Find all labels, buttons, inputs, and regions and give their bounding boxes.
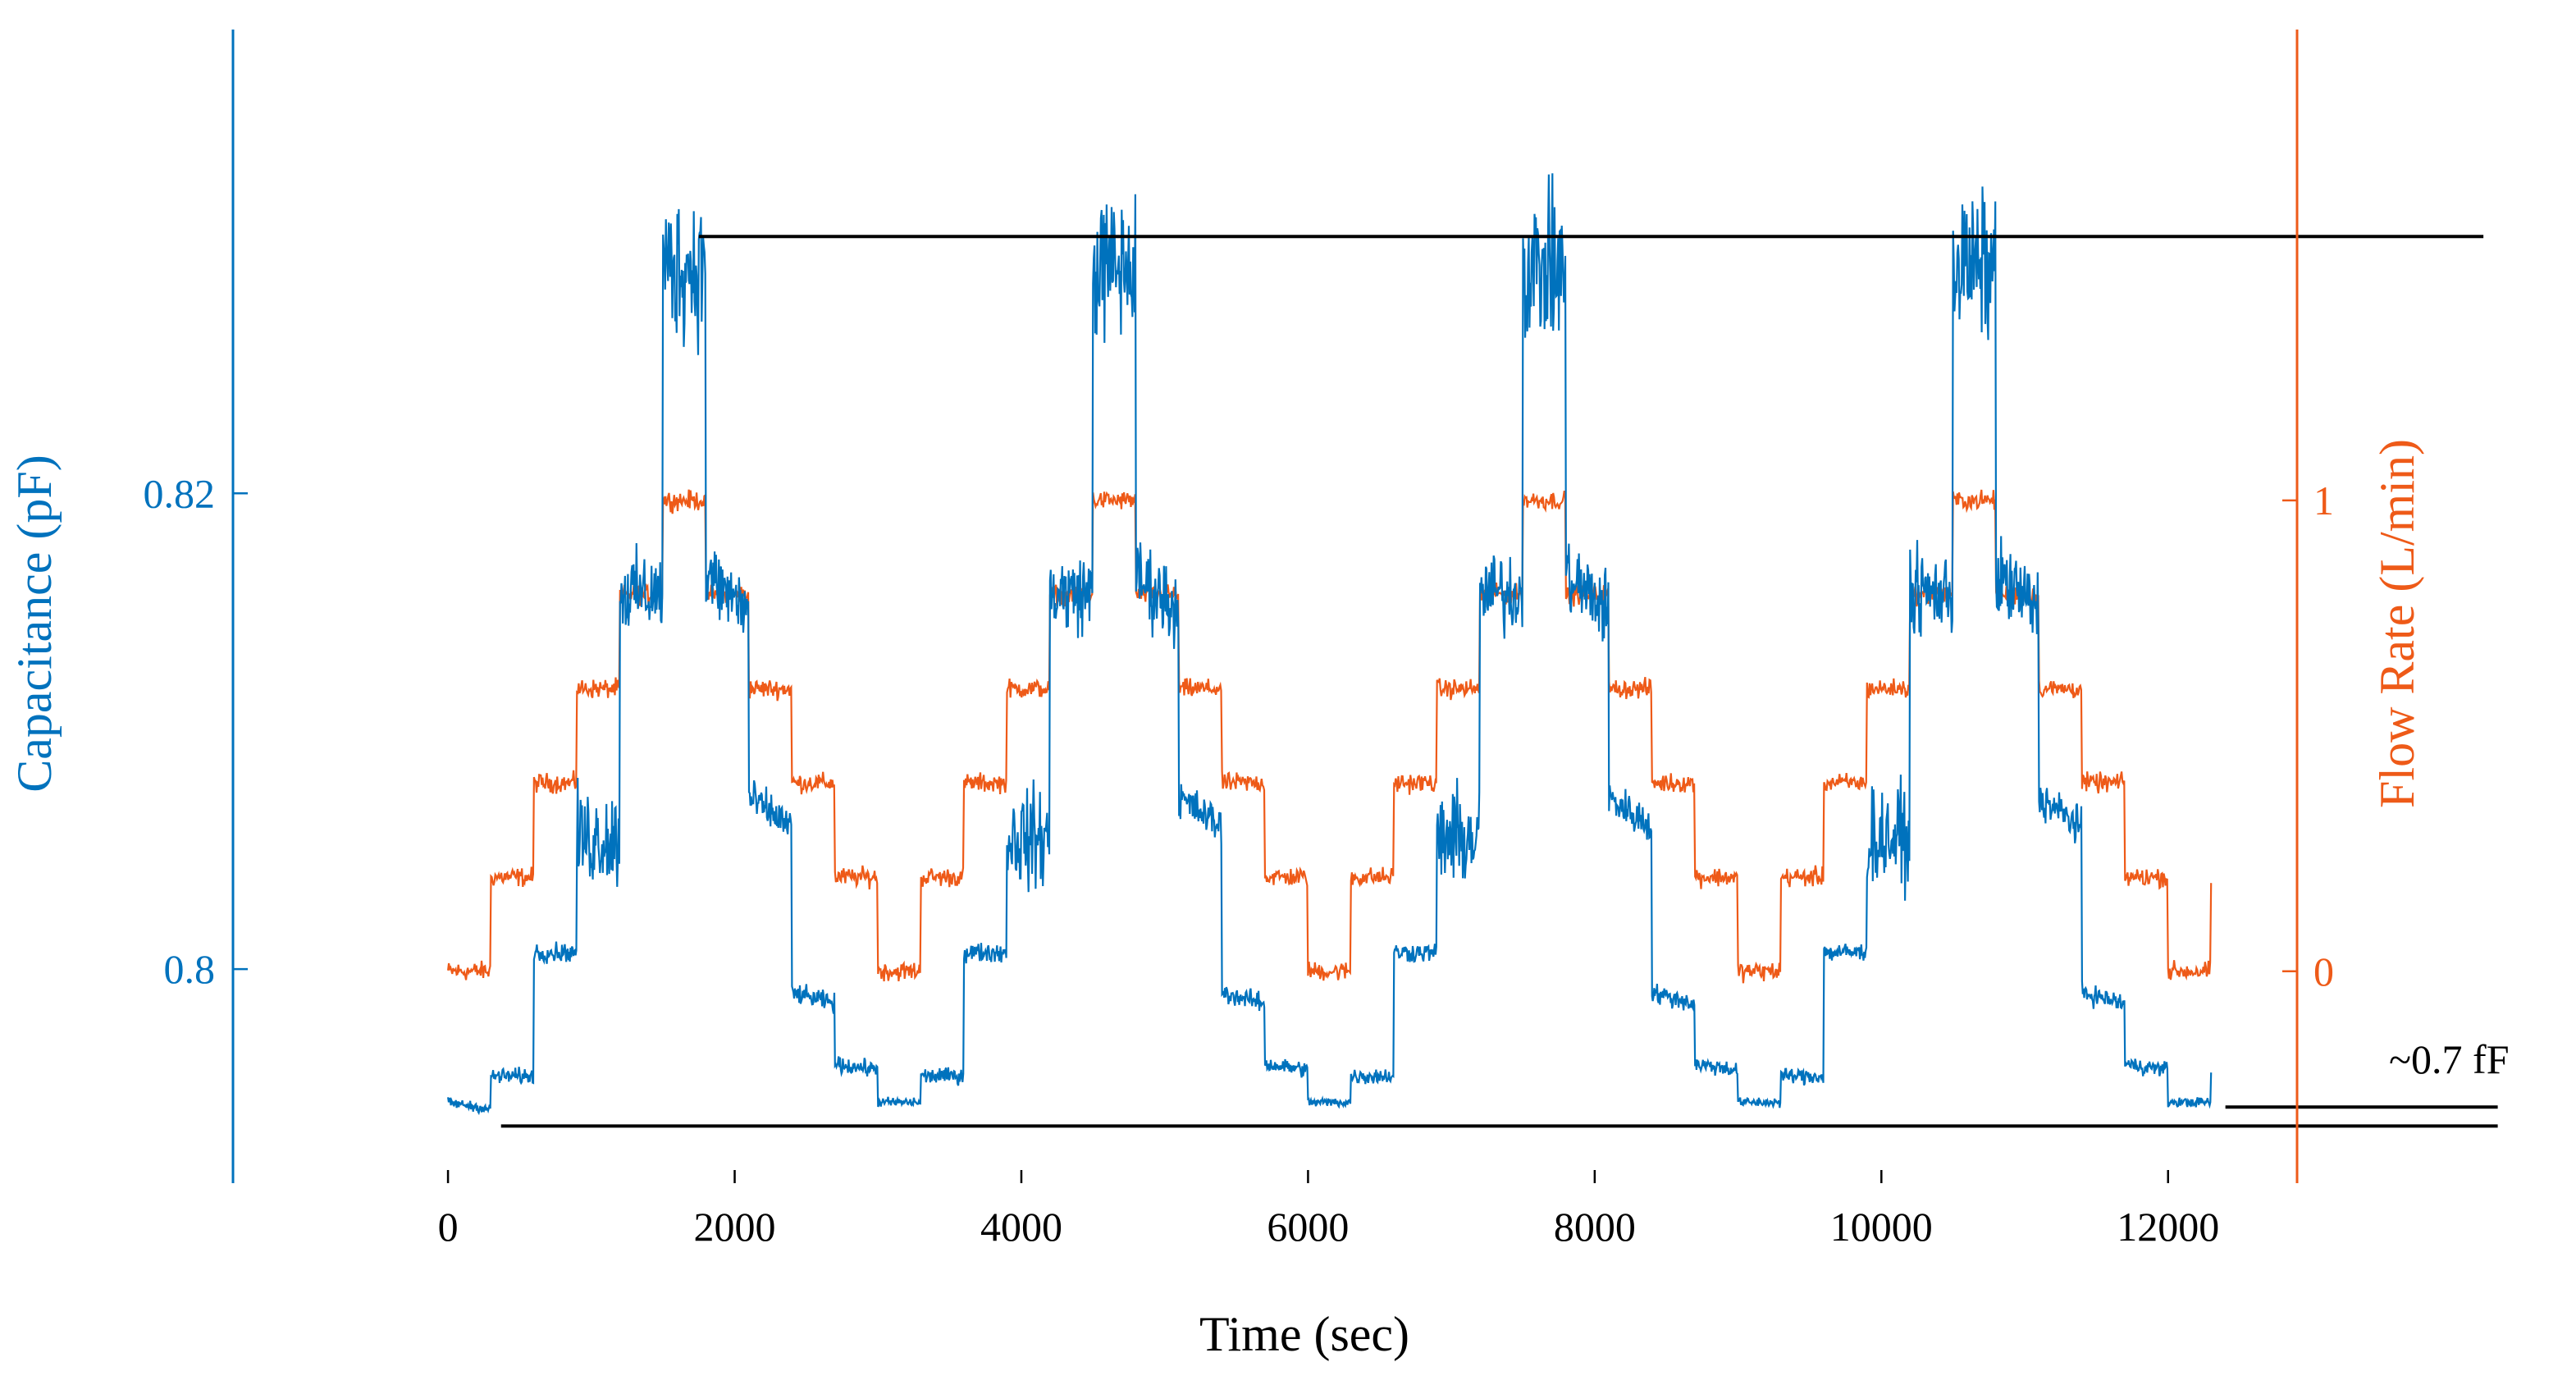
reference-lines — [500, 235, 2498, 1128]
left-y-tick-label: 0.8 — [164, 946, 216, 992]
right-y-axis-title: Flow Rate (L/min) — [2370, 439, 2424, 808]
left-y-axis-title: Capacitance (pF) — [7, 455, 62, 792]
x-tick-label: 4000 — [980, 1204, 1062, 1250]
series-layer — [447, 173, 2213, 1116]
axes — [231, 30, 2299, 1183]
ticks: 0 2000 4000 6000 8000 10000 12000 0.8 0.82 0 1 — [144, 470, 2335, 1250]
x-tick-label: 10000 — [1830, 1204, 1933, 1250]
delta-annotation: ~0.7 fF — [2389, 1036, 2510, 1082]
right-y-tick-label: 0 — [2313, 948, 2334, 994]
x-tick-label: 6000 — [1267, 1204, 1349, 1250]
x-tick-label: 12000 — [2117, 1204, 2219, 1250]
x-tick-label: 0 — [438, 1204, 459, 1250]
left-y-tick-label: 0.82 — [144, 470, 216, 516]
x-tick-label: 2000 — [694, 1204, 776, 1250]
x-axis-title: Time (sec) — [1199, 1307, 1409, 1361]
right-y-tick-label: 1 — [2313, 478, 2334, 523]
capacitance-series-line — [447, 173, 2213, 1116]
x-tick-label: 8000 — [1554, 1204, 1636, 1250]
